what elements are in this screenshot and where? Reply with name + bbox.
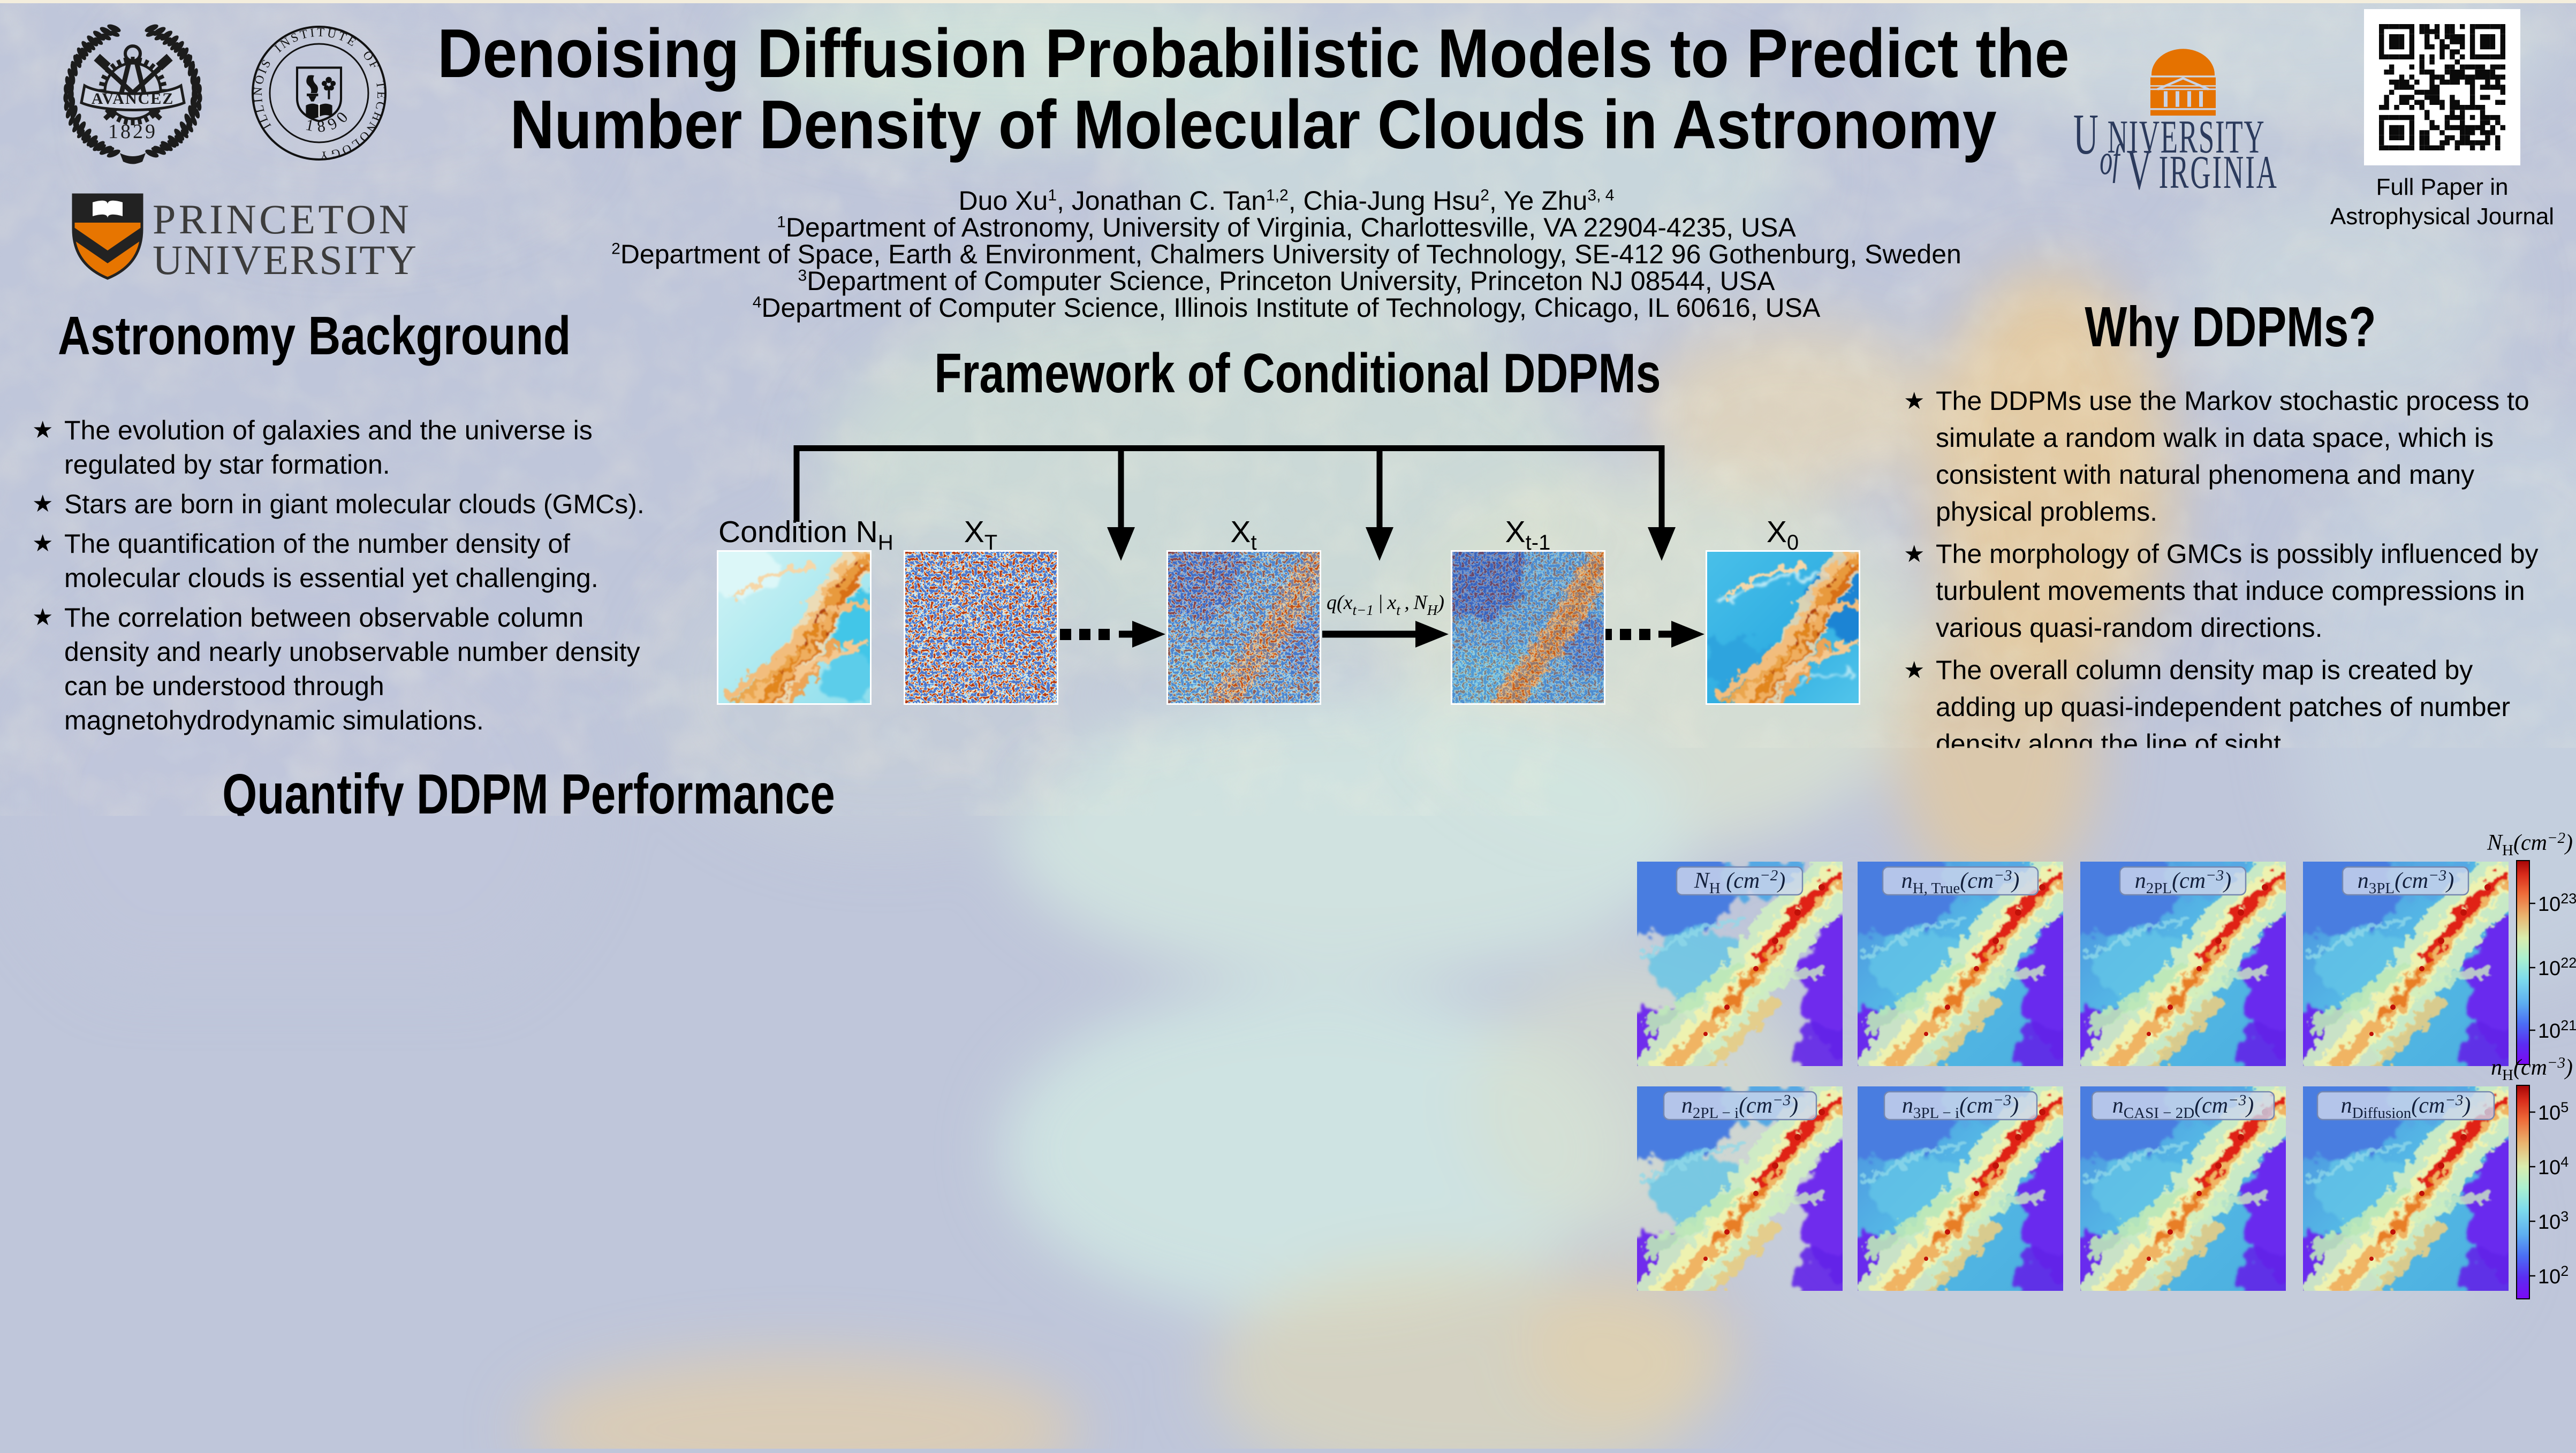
- svg-text:104: 104: [2538, 1154, 2569, 1179]
- svg-text:1022: 1022: [2538, 955, 2576, 980]
- svg-text:103: 103: [2538, 1208, 2569, 1234]
- svg-text:1021: 1021: [2538, 1017, 2576, 1043]
- svg-text:1023: 1023: [2538, 891, 2576, 916]
- svg-text:105: 105: [2538, 1099, 2569, 1124]
- svg-text:102: 102: [2538, 1263, 2569, 1288]
- svg-text:NH(cm−2): NH(cm−2): [2487, 830, 2573, 859]
